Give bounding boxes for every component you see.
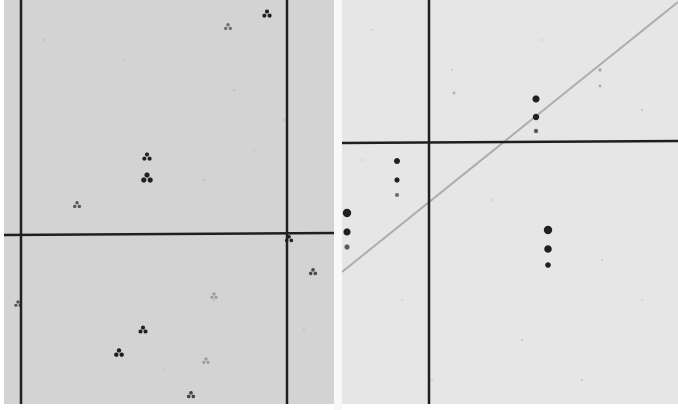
trefoil-marker bbox=[73, 201, 81, 209]
trefoil-marker bbox=[210, 292, 218, 299]
left-panel-canvas bbox=[4, 0, 334, 404]
trefoil-marker bbox=[262, 9, 272, 18]
right-diagonal-line bbox=[342, 1, 678, 273]
trefoil-marker bbox=[224, 23, 232, 31]
right-panel bbox=[342, 0, 678, 404]
left-markers bbox=[14, 9, 318, 399]
left-horizontal-line bbox=[4, 231, 334, 237]
dot-triplet bbox=[532, 95, 540, 134]
right-horizontal-line bbox=[342, 139, 678, 145]
right-markers bbox=[342, 68, 602, 268]
dot-triplet bbox=[452, 91, 456, 95]
panel-separator bbox=[334, 0, 342, 410]
trefoil-marker bbox=[14, 300, 22, 307]
trefoil-marker bbox=[141, 172, 153, 183]
trefoil-marker bbox=[142, 152, 152, 161]
dot-triplet bbox=[598, 68, 602, 88]
dot-triplet bbox=[543, 225, 553, 268]
trefoil-marker bbox=[138, 325, 148, 334]
left-panel bbox=[4, 0, 334, 404]
dot-triplet bbox=[394, 158, 400, 197]
trefoil-marker bbox=[114, 348, 124, 357]
trefoil-marker bbox=[308, 268, 318, 276]
trefoil-marker bbox=[186, 391, 196, 399]
trefoil-marker bbox=[202, 357, 210, 364]
trefoil-marker bbox=[284, 235, 294, 243]
right-panel-canvas bbox=[342, 0, 678, 404]
dot-triplet bbox=[342, 208, 352, 250]
